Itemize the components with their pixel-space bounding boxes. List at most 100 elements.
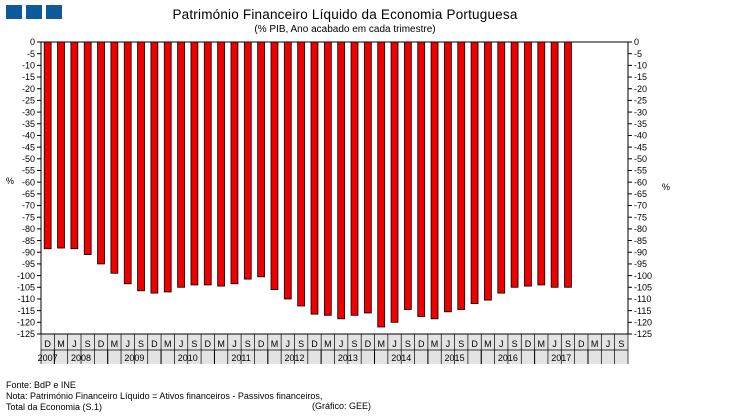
quarter-label: S (85, 339, 91, 349)
scope-note: Total da Economia (S.1) (6, 402, 103, 412)
quarter-label: D (311, 339, 318, 349)
y-tick-label-left: -125 (17, 329, 35, 339)
data-bar (43, 41, 52, 250)
quarter-label: J (232, 339, 237, 349)
year-label: 2015 (445, 353, 465, 363)
data-bar (243, 41, 252, 280)
quarter-label: S (298, 339, 304, 349)
y-tick-label-right: -70 (634, 201, 647, 211)
data-bar (497, 41, 506, 294)
quarter-label: D (471, 339, 478, 349)
brand-logo (6, 5, 62, 19)
y-tick-label-right: -115 (634, 306, 651, 316)
y-tick-label-left: -60 (22, 177, 35, 187)
quarter-label: S (191, 339, 197, 349)
quarter-label: S (245, 339, 251, 349)
data-bar (484, 41, 492, 301)
y-tick-label-right: -55 (634, 166, 647, 176)
quarter-label: M (111, 339, 119, 349)
y-tick-label-right: -35 (634, 119, 647, 129)
data-bar (350, 41, 359, 316)
y-tick-label-left: -110 (18, 294, 35, 304)
year-label: 2017 (551, 353, 571, 363)
year-label: 2009 (124, 353, 144, 363)
logo-block-1 (6, 5, 22, 19)
y-tick-label-right: -45 (634, 142, 647, 152)
y-tick-label-right: -65 (634, 189, 647, 199)
data-bar (310, 41, 319, 315)
data-bar (70, 41, 79, 250)
y-axis-label-right: % (662, 182, 670, 192)
data-bar (203, 41, 212, 286)
y-tick-label-left: -15 (22, 72, 35, 82)
data-bar (163, 41, 172, 293)
data-bar (510, 41, 519, 288)
data-bar (230, 41, 239, 285)
data-bar (57, 41, 65, 249)
quarter-label: D (578, 339, 585, 349)
y-tick-label-left: -65 (22, 189, 35, 199)
quarter-label: M (538, 339, 546, 349)
data-bar (323, 41, 332, 316)
y-tick-label-left: -45 (22, 142, 35, 152)
y-tick-label-left: 0 (30, 37, 35, 47)
y-tick-label-right: -50 (634, 154, 647, 164)
y-tick-label-left: -95 (22, 259, 35, 269)
source-note: Fonte: BdP e INE (6, 380, 76, 390)
data-bar (270, 41, 279, 291)
y-tick-label-left: -70 (22, 201, 35, 211)
quarter-label: D (205, 339, 212, 349)
data-bar (137, 41, 145, 292)
data-bar (190, 41, 199, 286)
year-label: 2010 (178, 353, 198, 363)
data-bar (417, 41, 426, 317)
y-tick-label-left: -80 (22, 224, 35, 234)
data-bar (337, 41, 346, 320)
credit-note: (Gráfico: GEE) (312, 401, 372, 411)
quarter-label: M (271, 339, 279, 349)
y-tick-label-right: -85 (634, 236, 647, 246)
y-tick-label-left: -115 (18, 306, 35, 316)
y-tick-label-right: -15 (634, 72, 647, 82)
logo-block-2 (26, 5, 42, 19)
chart-title: Património Financeiro Líquido da Economi… (172, 7, 518, 22)
y-tick-label-right: -5 (634, 49, 642, 59)
quarter-label: M (377, 339, 385, 349)
quarter-label: S (138, 339, 144, 349)
quarter-label: M (591, 339, 599, 349)
y-tick-label-left: -90 (22, 247, 35, 257)
y-axis-label-left: % (6, 176, 14, 186)
quarter-label: D (525, 339, 532, 349)
y-tick-label-left: -25 (22, 96, 35, 106)
data-bar (217, 41, 225, 287)
y-tick-label-right: -105 (634, 282, 652, 292)
year-label: 2012 (284, 353, 304, 363)
y-tick-label-right: -75 (634, 212, 647, 222)
y-tick-label-right: -30 (634, 107, 647, 117)
quarter-label: M (484, 339, 492, 349)
y-tick-label-right: -10 (634, 61, 647, 71)
year-label: 2007 (38, 353, 58, 363)
quarter-label: M (57, 339, 65, 349)
quarter-label: S (458, 339, 464, 349)
data-bar (390, 41, 399, 323)
data-bar (550, 41, 559, 288)
y-tick-label-right: -125 (634, 329, 652, 339)
data-bar (524, 41, 532, 287)
quarter-label: M (431, 339, 439, 349)
data-bar (297, 41, 306, 307)
y-tick-label-left: -40 (22, 131, 35, 141)
formula-note: Nota: Património Financeiro Líquido = At… (6, 391, 323, 401)
quarter-label: J (446, 339, 451, 349)
quarter-label: M (324, 339, 332, 349)
data-bar (564, 41, 572, 288)
y-tick-label-right: -100 (634, 271, 652, 281)
quarter-label: S (512, 339, 518, 349)
quarter-label: M (164, 339, 172, 349)
y-tick-label-left: -30 (22, 107, 35, 117)
y-tick-label-right: -95 (634, 259, 647, 269)
year-label: 2013 (338, 353, 358, 363)
data-bar (470, 41, 479, 305)
quarter-label: J (499, 339, 504, 349)
y-tick-label-left: -55 (22, 166, 35, 176)
